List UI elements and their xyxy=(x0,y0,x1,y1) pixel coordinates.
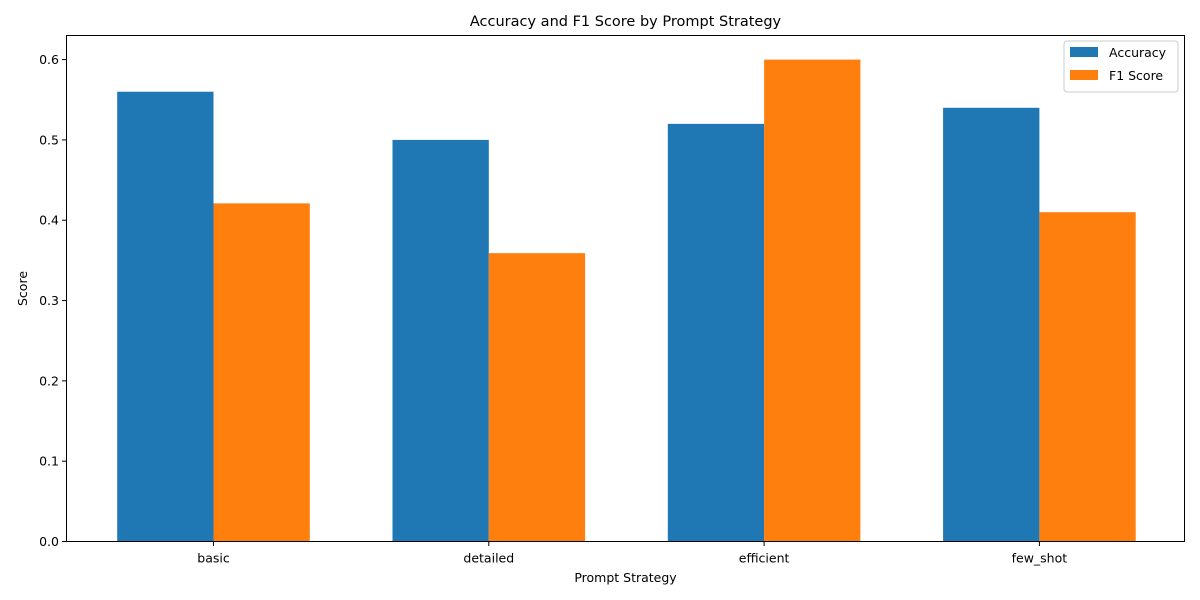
chart-title: Accuracy and F1 Score by Prompt Strategy xyxy=(470,14,782,30)
legend-label-accuracy: Accuracy xyxy=(1109,45,1167,60)
bar-accuracy-detailed xyxy=(392,139,489,542)
plot-frame xyxy=(66,35,1185,542)
y-tick-label: 0.5 xyxy=(39,132,59,147)
legend-swatch-accuracy xyxy=(1070,47,1098,57)
legend: Accuracy F1 Score xyxy=(1063,40,1179,93)
bars-layer xyxy=(117,59,1136,542)
y-tick-label: 0.2 xyxy=(39,373,59,388)
y-axis-label: Score xyxy=(15,271,30,306)
x-tick-label-detailed: detailed xyxy=(463,551,514,566)
y-tick-label: 0.0 xyxy=(39,534,59,549)
y-tick-label: 0.1 xyxy=(39,454,59,469)
bar-accuracy-few-shot xyxy=(943,107,1040,542)
x-tick-label-basic: basic xyxy=(197,551,230,566)
bar-f1-score-efficient xyxy=(764,59,861,542)
x-tick-label-efficient: efficient xyxy=(739,551,790,566)
y-tick-label: 0.4 xyxy=(39,213,59,228)
legend-swatch-f1-score xyxy=(1070,70,1098,80)
x-tick-label-few-shot: few_shot xyxy=(1012,551,1068,566)
bar-accuracy-efficient xyxy=(667,123,765,542)
x-axis: basic detailed efficient few_shot xyxy=(197,541,1068,566)
legend-label-f1-score: F1 Score xyxy=(1109,68,1163,83)
bar-f1-score-detailed xyxy=(488,253,586,542)
bar-f1-score-basic xyxy=(213,203,310,542)
y-tick-label: 0.6 xyxy=(39,52,59,67)
y-axis: 0.0 0.1 0.2 0.3 0.4 0.5 0.6 xyxy=(39,52,67,549)
x-axis-label: Prompt Strategy xyxy=(574,570,677,585)
bar-accuracy-basic xyxy=(117,91,214,542)
y-tick-label: 0.3 xyxy=(39,293,59,308)
bar-f1-score-few-shot xyxy=(1039,212,1136,542)
